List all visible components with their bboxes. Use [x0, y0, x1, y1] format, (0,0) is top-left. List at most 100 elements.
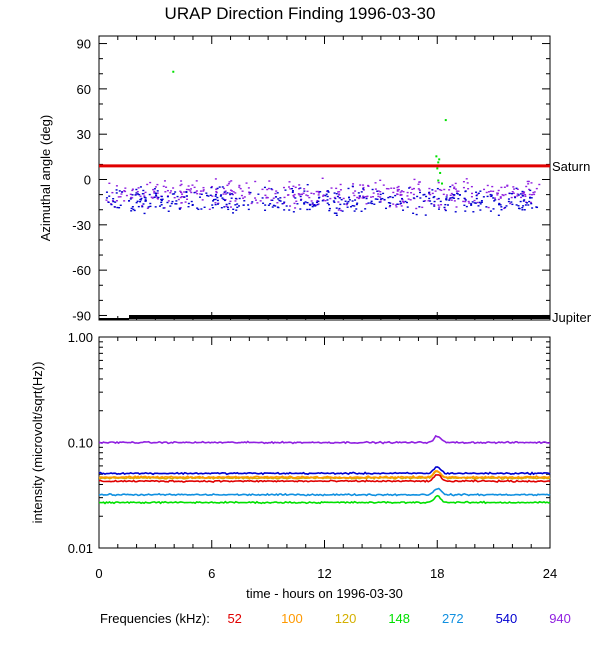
azimuth-point	[417, 183, 420, 185]
azimuth-point	[191, 184, 194, 186]
azimuth-point	[216, 196, 219, 199]
azimuth-point	[317, 203, 320, 205]
azimuth-point	[211, 195, 214, 197]
azimuth-point	[190, 200, 193, 203]
azimuth-point	[232, 212, 235, 214]
reference-label: Saturn	[552, 159, 590, 174]
azimuth-point	[524, 204, 527, 206]
azimuth-point	[263, 186, 266, 189]
azimuth-point	[162, 207, 165, 209]
azimuth-point	[324, 200, 327, 202]
azimuth-point	[133, 209, 136, 212]
azimuth-point	[518, 207, 521, 210]
azimuth-point	[185, 188, 188, 191]
azimuth-point	[146, 207, 149, 209]
azimuth-point	[422, 194, 425, 196]
azimuth-point	[261, 197, 264, 199]
azimuth-point	[262, 202, 265, 204]
azimuth-point	[111, 200, 114, 202]
azimuth-point	[221, 197, 224, 199]
azimuth-point	[154, 192, 157, 194]
azimuth-point	[372, 196, 375, 198]
azimuth-point	[470, 204, 473, 206]
azimuth-point	[486, 195, 489, 198]
azimuth-point	[111, 191, 114, 194]
azimuth-point	[408, 187, 411, 189]
azimuth-point	[382, 192, 385, 195]
azimuth-point	[326, 199, 329, 201]
azimuth-point	[360, 191, 363, 193]
azimuth-point	[471, 192, 474, 195]
azimuth-point	[477, 205, 480, 207]
azimuth-point	[524, 195, 527, 198]
azimuth-point	[379, 199, 382, 201]
azimuth-point	[355, 208, 358, 210]
azimuth-point	[163, 207, 166, 209]
azimuth-point	[302, 192, 305, 194]
intensity-trace	[98, 466, 551, 476]
azimuth-point	[391, 196, 394, 199]
azimuth-point	[179, 207, 182, 209]
azimuth-point	[406, 191, 409, 194]
azimuth-point	[340, 198, 343, 201]
azimuth-point	[236, 203, 239, 205]
azimuth-point	[515, 187, 518, 190]
azimuth-point	[185, 195, 188, 197]
azimuth-point	[337, 209, 340, 211]
azimuth-point	[200, 193, 203, 195]
azimuth-point	[342, 197, 345, 200]
azimuth-point	[337, 191, 340, 193]
azimuth-point	[317, 190, 320, 193]
azimuth-point-148	[438, 158, 441, 161]
azimuth-point	[479, 203, 482, 205]
azimuth-point	[173, 196, 176, 199]
azimuth-point	[501, 194, 504, 196]
azimuth-point	[289, 188, 292, 190]
azimuth-point	[136, 200, 139, 203]
azimuth-point	[270, 199, 273, 201]
azimuth-point	[157, 196, 160, 199]
azimuth-point	[438, 188, 441, 191]
azimuth-point	[431, 189, 434, 191]
azimuth-point	[156, 198, 159, 200]
azimuth-point	[499, 197, 502, 199]
azimuth-point	[519, 193, 522, 195]
azimuth-point	[303, 188, 306, 190]
azimuth-point	[119, 204, 122, 206]
azimuth-point	[247, 187, 250, 189]
azimuth-point	[456, 193, 459, 195]
azimuth-point	[354, 199, 357, 201]
azimuth-point	[370, 200, 373, 202]
azimuth-point	[352, 192, 355, 194]
azimuth-point	[311, 202, 314, 204]
azimuth-point	[493, 197, 496, 199]
azimuth-point	[105, 197, 108, 199]
azimuth-point	[371, 188, 374, 191]
azimuth-point	[524, 193, 527, 196]
azimuth-point	[243, 196, 246, 198]
azimuth-point	[141, 204, 144, 207]
azimuth-point	[313, 203, 316, 206]
azimuth-point	[335, 207, 338, 209]
azimuth-point	[272, 197, 275, 199]
azimuth-point	[222, 193, 225, 195]
azimuth-point	[335, 214, 338, 216]
azimuth-point	[306, 195, 309, 197]
azimuth-point	[415, 213, 418, 216]
azimuth-point	[356, 202, 359, 204]
azimuth-point	[144, 200, 147, 202]
azimuth-point	[465, 205, 468, 208]
azimuth-point	[433, 203, 436, 206]
azimuth-point	[185, 191, 188, 193]
azimuth-point	[135, 201, 138, 204]
azimuth-point	[509, 202, 512, 205]
azimuth-point	[138, 193, 141, 196]
azimuth-point	[211, 207, 214, 209]
azimuth-point	[316, 199, 319, 202]
azimuth-point	[117, 196, 120, 198]
azimuth-point	[335, 187, 338, 190]
azimuth-point	[473, 202, 476, 204]
azimuth-point	[453, 186, 456, 188]
azimuth-point	[491, 185, 494, 188]
azimuth-point	[376, 198, 379, 200]
